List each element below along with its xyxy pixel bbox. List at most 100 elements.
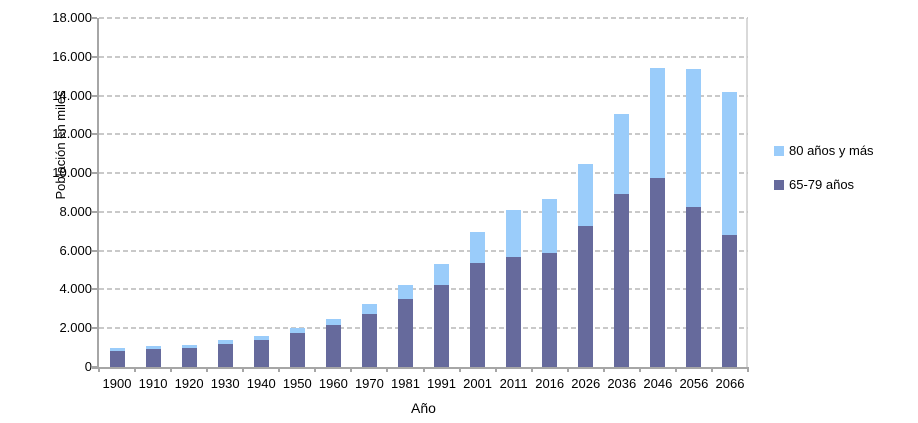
gridline	[99, 17, 748, 19]
x-axis-tick	[98, 367, 100, 372]
x-axis-tick	[710, 367, 713, 372]
bar-segment-65-79-años	[109, 350, 125, 367]
y-tick-label: 12.000	[52, 126, 92, 142]
bar-segment-65-79-años	[686, 207, 702, 367]
y-tick-label: 18.000	[52, 10, 92, 25]
x-tick-label: 2036	[607, 376, 637, 391]
x-axis-tick	[134, 367, 137, 372]
bar-segment-80-años-y-más	[109, 348, 125, 351]
bar-segment-65-79-años	[650, 177, 666, 367]
gridline	[99, 249, 748, 252]
bar-segment-65-79-años	[506, 257, 522, 367]
x-tick-label: 1900	[102, 376, 132, 391]
legend-swatch-icon	[774, 179, 784, 190]
y-axis-title: Población en miles	[53, 90, 69, 200]
y-axis-tick	[92, 210, 97, 213]
x-axis-tick	[350, 367, 353, 372]
bar-segment-80-años-y-más	[722, 91, 738, 236]
x-axis-tick	[170, 367, 173, 372]
gridline	[99, 288, 748, 291]
plot-area	[92, 17, 749, 372]
x-axis-tick	[747, 367, 749, 372]
x-axis-tick	[566, 367, 569, 372]
bar-segment-80-años-y-más	[325, 318, 341, 326]
bar-segment-65-79-años	[145, 348, 161, 367]
x-axis-line	[92, 367, 748, 369]
x-axis-tick	[458, 367, 461, 372]
x-axis-tick	[386, 367, 389, 372]
legend-label: 80 años y más	[789, 143, 874, 158]
legend-label: 65-79 años	[789, 177, 855, 192]
gridline	[99, 55, 748, 58]
y-axis-tick	[92, 94, 97, 97]
bar-segment-80-años-y-más	[506, 209, 522, 258]
y-axis-tick	[92, 327, 97, 330]
bar-segment-80-años-y-más	[686, 69, 702, 208]
y-tick-label: 2.000	[59, 320, 92, 336]
x-tick-label: 1940	[246, 376, 276, 391]
y-axis-tick	[92, 288, 97, 291]
x-axis-tick	[422, 367, 425, 372]
y-axis-tick	[92, 17, 97, 19]
x-tick-label: 2011	[499, 376, 528, 391]
x-axis-tick	[314, 367, 317, 372]
bar-segment-65-79-años	[722, 235, 738, 367]
y-tick-label: 8.000	[59, 203, 92, 219]
y-tick-label: 14.000	[52, 87, 92, 103]
x-axis-tick	[602, 367, 605, 372]
x-tick-label: 1970	[354, 376, 384, 391]
gridline	[99, 210, 748, 213]
y-axis-tick	[92, 133, 97, 136]
legend-item: 65-79 años	[774, 177, 874, 192]
gridline	[99, 133, 748, 136]
x-tick-label: 1960	[318, 376, 348, 391]
y-tick-label: 16.000	[52, 48, 92, 64]
bar-segment-80-años-y-más	[614, 114, 630, 195]
x-tick-label: 2026	[571, 376, 601, 391]
x-axis-tick	[494, 367, 497, 372]
bar-segment-65-79-años	[542, 252, 558, 367]
y-axis-tick	[92, 249, 97, 252]
x-tick-label: 2046	[643, 376, 673, 391]
x-tick-label: 2016	[535, 376, 565, 391]
gridline	[99, 172, 748, 175]
x-tick-label: 2066	[715, 376, 745, 391]
x-axis-tick	[242, 367, 245, 372]
x-tick-label: 2001	[463, 376, 493, 391]
bar-segment-80-años-y-más	[181, 344, 197, 348]
y-tick-label: 0	[84, 359, 92, 374]
x-axis-tick	[530, 367, 533, 372]
x-tick-label: 1991	[427, 376, 456, 391]
x-axis-tick	[278, 367, 281, 372]
bar-segment-65-79-años	[614, 194, 630, 367]
bar-segment-80-años-y-más	[253, 335, 269, 340]
legend-swatch-icon	[774, 145, 784, 156]
bar-segment-65-79-años	[325, 325, 341, 367]
legend-item: 80 años y más	[774, 143, 874, 158]
plot-border-right	[746, 18, 748, 367]
bar-segment-65-79-años	[289, 333, 305, 367]
x-tick-label: 1920	[174, 376, 204, 391]
bar-segment-80-años-y-más	[145, 346, 161, 349]
bar-segment-65-79-años	[470, 263, 486, 367]
bar-segment-80-años-y-más	[361, 304, 377, 315]
y-axis-tick	[92, 172, 97, 175]
bar-segment-80-años-y-más	[542, 199, 558, 253]
bar-segment-65-79-años	[361, 314, 377, 367]
bar-segment-80-años-y-más	[434, 263, 450, 285]
y-axis-line	[97, 18, 99, 369]
x-axis-tick	[638, 367, 641, 372]
y-tick-label: 10.000	[52, 165, 92, 181]
gridline	[99, 94, 748, 97]
bar-segment-65-79-años	[397, 298, 413, 367]
x-tick-label: 1950	[282, 376, 312, 391]
y-tick-label: 6.000	[59, 242, 92, 258]
bar-segment-80-años-y-más	[470, 232, 486, 264]
bar-segment-80-años-y-más	[578, 164, 594, 227]
bar-segment-65-79-años	[434, 284, 450, 367]
x-axis-tick	[206, 367, 209, 372]
x-tick-label: 1930	[210, 376, 240, 391]
legend: 80 años y más 65-79 años	[774, 143, 874, 211]
bar-segment-65-79-años	[217, 343, 233, 367]
